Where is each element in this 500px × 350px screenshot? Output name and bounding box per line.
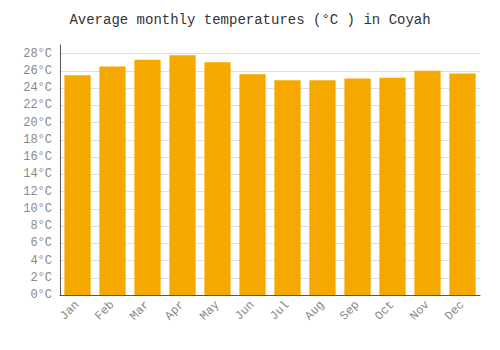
svg-text:20°C: 20°C — [23, 116, 52, 130]
svg-text:Feb: Feb — [92, 298, 117, 323]
svg-text:Mar: Mar — [127, 298, 152, 323]
svg-text:Apr: Apr — [162, 298, 187, 323]
svg-text:28°C: 28°C — [23, 47, 52, 61]
svg-text:Aug: Aug — [302, 298, 327, 323]
svg-text:26°C: 26°C — [23, 64, 52, 78]
svg-text:16°C: 16°C — [23, 150, 52, 164]
svg-text:10°C: 10°C — [23, 202, 52, 216]
svg-text:May: May — [197, 298, 222, 323]
svg-text:18°C: 18°C — [23, 133, 52, 147]
svg-text:8°C: 8°C — [30, 219, 52, 233]
svg-text:Jun: Jun — [232, 298, 257, 323]
svg-text:14°C: 14°C — [23, 167, 52, 181]
svg-text:Oct: Oct — [372, 298, 397, 323]
svg-text:Sep: Sep — [337, 298, 362, 323]
svg-text:2°C: 2°C — [30, 271, 52, 285]
svg-text:24°C: 24°C — [23, 81, 52, 95]
svg-text:Dec: Dec — [442, 298, 467, 323]
svg-text:0°C: 0°C — [30, 288, 52, 302]
svg-text:6°C: 6°C — [30, 236, 52, 250]
svg-text:4°C: 4°C — [30, 254, 52, 268]
svg-text:Jan: Jan — [57, 298, 82, 323]
svg-text:Nov: Nov — [407, 298, 432, 323]
svg-text:Average monthly temperatures (: Average monthly temperatures (°C ) in Co… — [69, 12, 430, 28]
svg-text:22°C: 22°C — [23, 98, 52, 112]
svg-text:Jul: Jul — [267, 298, 292, 323]
svg-text:12°C: 12°C — [23, 185, 52, 199]
